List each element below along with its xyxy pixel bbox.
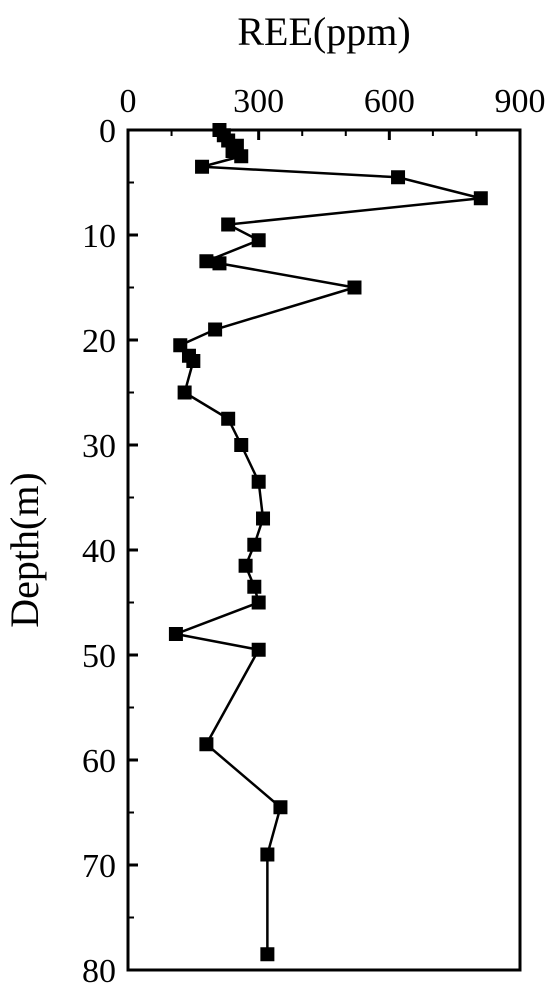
data-marker (221, 412, 235, 426)
y-axis-title: Depth(m) (2, 472, 47, 628)
data-marker (195, 160, 209, 174)
data-marker (252, 475, 266, 489)
data-marker (260, 848, 274, 862)
data-marker (260, 947, 274, 961)
x-axis-title: REE(ppm) (237, 9, 410, 54)
data-marker (347, 281, 361, 295)
data-marker (234, 149, 248, 163)
y-tick-label: 30 (82, 428, 116, 465)
data-marker (199, 737, 213, 751)
data-marker (169, 627, 183, 641)
data-marker (186, 354, 200, 368)
data-marker (252, 233, 266, 247)
x-tick-label: 0 (120, 83, 137, 120)
data-marker (391, 170, 405, 184)
data-marker (212, 256, 226, 270)
x-tick-label: 600 (364, 83, 415, 120)
data-marker (199, 254, 213, 268)
data-marker (239, 559, 253, 573)
y-tick-label: 20 (82, 323, 116, 360)
data-marker (178, 386, 192, 400)
data-marker (221, 218, 235, 232)
depth-profile-chart: REE(ppm) 0 300 600 900 Depth(m) 0 10 20 30 40 50 60 7… (0, 0, 553, 1000)
data-marker (252, 643, 266, 657)
y-tick-label: 0 (99, 113, 116, 150)
data-marker (208, 323, 222, 337)
data-marker (247, 580, 261, 594)
y-tick-label: 40 (82, 533, 116, 570)
y-tick-label: 10 (82, 218, 116, 255)
data-marker (234, 438, 248, 452)
y-tick-label: 50 (82, 638, 116, 675)
y-tick-label: 60 (82, 743, 116, 780)
x-tick-label: 300 (233, 83, 284, 120)
data-marker (247, 538, 261, 552)
y-tick-label: 80 (82, 953, 116, 990)
y-tick-label: 70 (82, 848, 116, 885)
data-marker (252, 596, 266, 610)
data-marker (474, 191, 488, 205)
data-marker (256, 512, 270, 526)
data-marker (273, 800, 287, 814)
x-tick-label: 900 (495, 83, 546, 120)
